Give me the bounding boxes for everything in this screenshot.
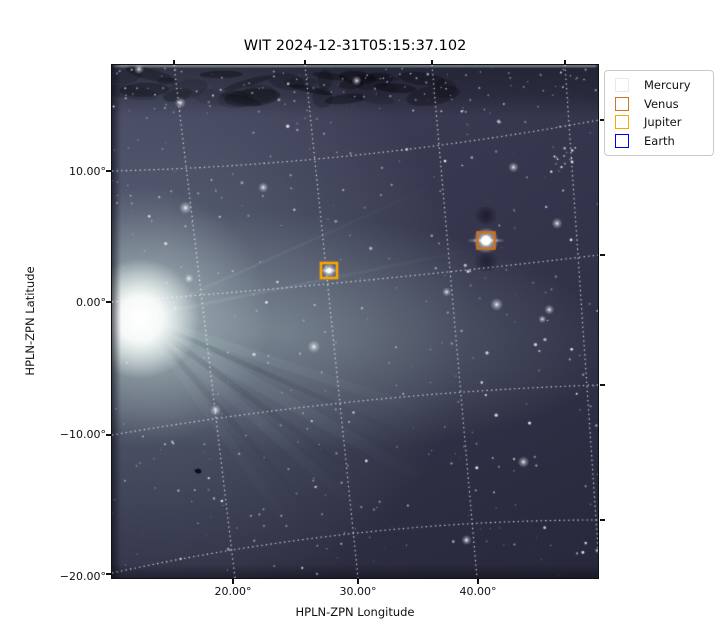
- legend-item-jupiter: Jupiter: [615, 113, 713, 132]
- x-tick-mark: [357, 579, 359, 584]
- x-tick-label: 40.00°: [459, 585, 497, 598]
- top-tick-mark: [304, 59, 306, 65]
- legend-label: Venus: [644, 96, 679, 111]
- top-tick-mark: [564, 59, 566, 65]
- right-tick-mark: [599, 384, 605, 386]
- right-tick-mark: [599, 119, 605, 121]
- x-tick-label: 30.00°: [339, 585, 377, 598]
- x-tick-label: 20.00°: [214, 585, 252, 598]
- mercury-marker-icon: [615, 78, 629, 93]
- top-tick-mark: [173, 59, 175, 65]
- legend-item-mercury: Mercury: [615, 76, 713, 95]
- venus-marker-icon: [615, 96, 629, 111]
- y-tick-mark: [106, 301, 111, 303]
- y-tick-mark: [106, 434, 111, 436]
- x-tick-mark: [477, 579, 479, 584]
- x-tick-mark: [232, 579, 234, 584]
- plot-title: WIT 2024-12-31T05:15:37.102: [243, 38, 467, 54]
- earth-marker-icon: [615, 133, 629, 148]
- jupiter-marker-icon: [615, 115, 629, 130]
- x-axis-label: HPLN-ZPN Longitude: [295, 605, 415, 619]
- legend: Mercury Venus Jupiter Earth: [604, 70, 714, 156]
- y-tick-label: −20.00°: [59, 570, 106, 583]
- legend-label: Earth: [644, 133, 675, 148]
- top-tick-mark: [431, 59, 433, 65]
- legend-label: Jupiter: [644, 115, 682, 130]
- y-tick-label: 10.00°: [69, 165, 106, 178]
- right-tick-mark: [599, 519, 605, 521]
- legend-item-venus: Venus: [615, 95, 713, 114]
- y-axis-label: HPLN-ZPN Latitude: [23, 266, 37, 376]
- wispr-image-canvas: [112, 65, 598, 578]
- y-tick-label: 0.00°: [76, 296, 106, 309]
- y-tick-mark: [106, 170, 111, 172]
- legend-label: Mercury: [644, 78, 691, 93]
- y-tick-label: −10.00°: [59, 428, 106, 441]
- y-tick-mark: [106, 573, 111, 575]
- right-tick-mark: [599, 254, 605, 256]
- legend-item-earth: Earth: [615, 132, 713, 151]
